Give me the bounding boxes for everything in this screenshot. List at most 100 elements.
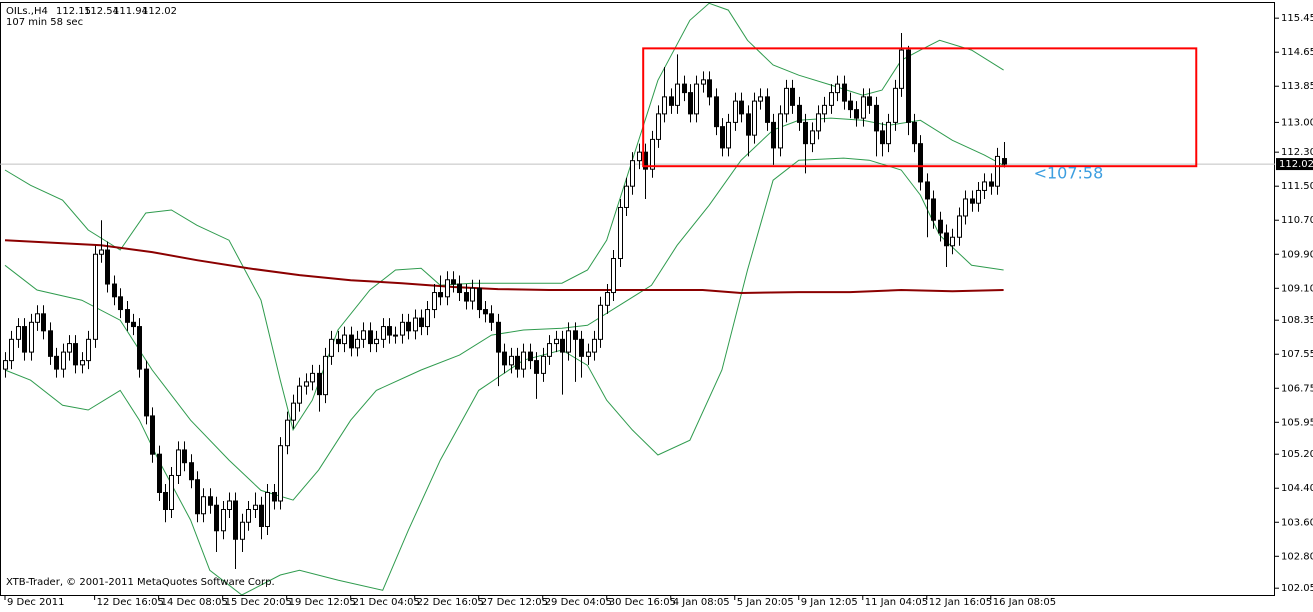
candle-body <box>566 330 571 353</box>
candle-body <box>227 500 232 510</box>
candle-body <box>995 155 1000 187</box>
candle-body <box>374 338 379 345</box>
candle-body <box>554 338 559 345</box>
x-tick-label: 12 Jan 16:05 <box>929 597 992 608</box>
candle-body <box>80 360 85 366</box>
candle-body <box>605 292 610 306</box>
candle-body <box>9 338 14 362</box>
candle-body <box>278 445 283 502</box>
y-tick-label: 113.85 <box>1281 81 1313 92</box>
candle-body <box>893 87 898 123</box>
candle-body <box>790 87 795 106</box>
y-tick-label: 104.40 <box>1281 483 1313 494</box>
candle-body <box>509 355 514 366</box>
candle-body <box>662 96 667 115</box>
candle-body <box>93 253 98 340</box>
candle-body <box>425 309 430 328</box>
candle-body <box>105 249 110 285</box>
candle-body <box>144 368 149 417</box>
candle-body <box>957 215 962 238</box>
candle-body <box>675 83 680 106</box>
candle-body <box>867 96 872 106</box>
candle-body <box>291 402 296 421</box>
candle-body <box>157 453 162 493</box>
candle-body <box>272 491 277 502</box>
y-tick-label: 109.10 <box>1281 283 1313 294</box>
candle-body <box>99 249 104 255</box>
candle-body <box>630 160 635 187</box>
candle-body <box>489 313 494 323</box>
candle-body <box>931 198 936 221</box>
candle-body <box>656 113 661 140</box>
candle-body <box>246 508 251 523</box>
candle-body <box>650 138 655 170</box>
candle-body <box>361 330 366 340</box>
candle-body <box>906 49 911 123</box>
candle-body <box>970 198 975 204</box>
candle-body <box>112 283 117 298</box>
candle-body <box>771 121 776 149</box>
candle-body <box>816 113 821 132</box>
candle-body <box>784 87 789 115</box>
candle-body <box>457 283 462 294</box>
candle-body <box>323 355 328 396</box>
candle-body <box>86 338 91 362</box>
header-low: 111.94 <box>113 6 148 17</box>
candle-body <box>534 360 539 374</box>
candle-body <box>752 100 757 136</box>
candle-body <box>406 321 411 332</box>
candle-body <box>163 491 168 510</box>
timer-label: <107:58 <box>1034 164 1104 183</box>
candle-body <box>381 326 386 340</box>
candle-body <box>592 338 597 353</box>
candle-body <box>637 151 642 162</box>
candle-body <box>573 330 578 340</box>
candle-body <box>1002 158 1007 165</box>
candle-body <box>22 326 27 353</box>
candle-body <box>240 521 245 540</box>
candle-body <box>169 474 174 510</box>
candle-body <box>304 381 309 387</box>
candle-body <box>874 104 879 132</box>
candle-body <box>35 313 40 323</box>
candle-body <box>694 83 699 115</box>
y-tick-label: 114.65 <box>1281 47 1313 58</box>
candle-body <box>746 113 751 136</box>
y-tick-label: 105.95 <box>1281 417 1313 428</box>
candle-body <box>682 83 687 94</box>
candle-body <box>285 419 290 447</box>
candle-body <box>496 321 501 353</box>
candle-body <box>253 504 258 510</box>
x-tick-label: 19 Dec 12:05 <box>289 597 356 608</box>
y-tick-label: 105.20 <box>1281 449 1313 460</box>
candle-body <box>470 287 475 302</box>
candle-body <box>29 321 34 353</box>
candle-body <box>586 351 591 357</box>
candle-body <box>963 198 968 217</box>
candle-body <box>547 343 552 357</box>
candle-body <box>355 338 360 349</box>
candle-body <box>189 462 194 481</box>
candle-body <box>515 355 520 370</box>
candle-body <box>688 92 693 115</box>
x-tick-label: 9 Jan 12:05 <box>801 597 858 608</box>
x-tick-label: 5 Jan 20:05 <box>737 597 794 608</box>
candle-body <box>413 317 418 332</box>
y-tick-label: 109.90 <box>1281 249 1313 260</box>
x-tick-label: 29 Dec 04:05 <box>545 597 612 608</box>
candle-body <box>579 338 584 357</box>
x-tick-label: 4 Jan 08:05 <box>673 597 730 608</box>
candle-body <box>48 330 53 357</box>
x-tick-label: 21 Dec 04:05 <box>353 597 420 608</box>
candle-body <box>438 292 443 298</box>
candle-body <box>297 385 302 404</box>
candle-body <box>61 351 66 370</box>
candle-body <box>797 104 802 123</box>
candle-body <box>182 449 187 464</box>
y-tick-label: 113.00 <box>1281 117 1313 128</box>
candle-body <box>726 121 731 149</box>
candle-body <box>201 496 206 515</box>
indicator-line <box>4 117 1004 501</box>
candle-body <box>854 109 859 119</box>
